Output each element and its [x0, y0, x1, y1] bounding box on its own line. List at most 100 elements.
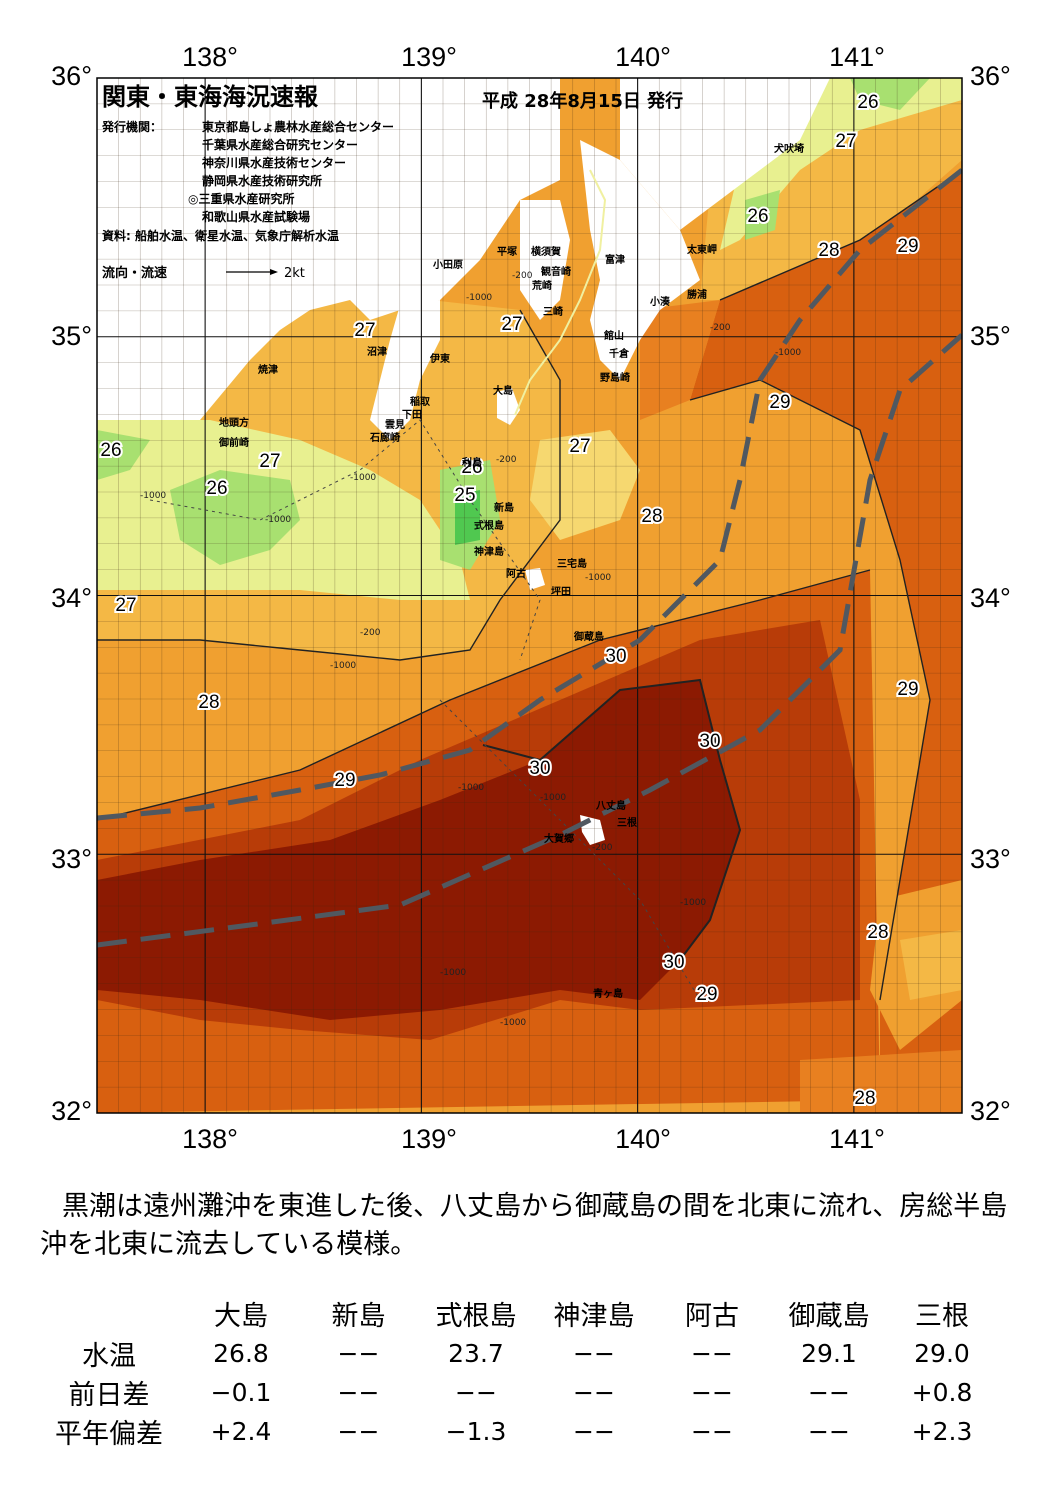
land-boso	[580, 140, 700, 380]
place-numazu: 沼津	[367, 345, 387, 358]
land-honshu	[97, 78, 560, 420]
zone-25-ne	[850, 78, 930, 110]
place-tateyama: 館山	[603, 329, 624, 342]
lat-label-right-34: 34°	[970, 583, 1011, 613]
place-kumomi: 雲見	[385, 419, 405, 431]
lat-label-left-33: 33°	[51, 844, 92, 874]
row-label: 平年偏差	[55, 1419, 163, 1450]
isotherm-label: 29	[897, 679, 918, 700]
isotherm-label: 26	[857, 92, 878, 113]
land-miura	[520, 200, 570, 320]
zone-30	[97, 680, 740, 1020]
place-toshima: 利島	[462, 456, 482, 469]
isotherm-labels: 26 27 26 28 29 27 27 29 26 27 26 27 26 2…	[98, 90, 920, 1111]
isotherm-28-ne-line	[719, 169, 962, 301]
zone-28-south	[800, 1050, 962, 1113]
lat-label-right-32: 32°	[970, 1096, 1011, 1126]
place-kominato: 小湊	[649, 295, 671, 308]
isotherm-label: 26	[206, 478, 227, 499]
place-ito: 伊東	[429, 352, 450, 365]
zone-27-se	[900, 930, 962, 1000]
place-oshima: 大島	[493, 384, 513, 397]
depth-label: -1000	[265, 515, 291, 525]
place-miyakejima: 三宅島	[557, 557, 587, 570]
isotherm-label: 27	[569, 436, 590, 457]
table-cell: +0.8	[911, 1378, 973, 1407]
column-header: 御蔵島	[788, 1300, 870, 1332]
table-cell: 23.7	[448, 1339, 504, 1368]
isotherm-label: 30	[663, 952, 684, 973]
table-cell: −−	[455, 1378, 497, 1407]
table-header-row: 大島 新島 式根島 神津島 阿古 御蔵島 三根	[36, 1292, 997, 1334]
summary-paragraph: 黒潮は遠州灘沖を東進した後、八丈島から御蔵島の間を北東に流れ、房総半島沖を北東に…	[40, 1191, 1008, 1260]
table-cell: −−	[691, 1378, 733, 1407]
isotherm-label: 26	[747, 206, 768, 227]
isotherm-label: 28	[867, 922, 888, 943]
zone-25-izu	[455, 490, 480, 545]
graticule	[97, 78, 962, 1113]
lat-label-left-35: 35°	[51, 321, 92, 351]
place-inubozaki: 犬吠埼	[774, 142, 804, 155]
temperature-fill	[97, 78, 962, 1113]
depth-label: -1000	[680, 898, 706, 908]
zone-25-mid	[170, 470, 300, 565]
place-yokosuka: 横須賀	[531, 245, 561, 258]
table-row: 前日差 −0.1 −− −− −− −− −− +0.8	[36, 1373, 997, 1412]
issuer-1: 東京都島しょ農林水産総合センター	[202, 119, 394, 134]
table-cell: +2.4	[210, 1417, 272, 1446]
place-irozaki: 石廊崎	[369, 431, 400, 444]
isotherm-30-line	[482, 678, 742, 961]
depth-label: -200	[360, 628, 381, 638]
place-chikura: 千倉	[609, 347, 630, 360]
issuer-2: 千葉県水産総合研究センター	[202, 137, 358, 152]
isotherm-27-line	[97, 309, 561, 661]
issuer-3: 神奈川県水産技術センター	[202, 155, 346, 170]
isotherm-label: 27	[115, 595, 136, 616]
depth-label: -1000	[350, 473, 376, 483]
lon-label-bottom-140: 140°	[615, 1124, 671, 1154]
depth-1000-line	[149, 419, 541, 661]
depth-label: -1000	[458, 783, 484, 793]
lat-label-right-35: 35°	[970, 321, 1011, 351]
table-cell: 29.1	[801, 1339, 857, 1368]
lon-label-bottom-138: 138°	[182, 1124, 238, 1154]
depth-label: -1000	[585, 573, 611, 583]
issuer-4: 静岡県水産技術研究所	[202, 173, 322, 188]
place-kozushima: 神津島	[474, 545, 504, 558]
place-odawara: 小田原	[432, 258, 463, 271]
map-frame	[96, 77, 963, 1114]
isotherm-label: 29	[897, 236, 918, 257]
row-label: 前日差	[68, 1380, 150, 1411]
lat-label-left-34: 34°	[51, 583, 92, 613]
place-shimoda: 下田	[402, 409, 422, 421]
lat-label-left-36: 36°	[51, 61, 92, 91]
table-cell: −−	[337, 1378, 380, 1407]
depth-label: -200	[512, 271, 533, 281]
column-header: 式根島	[435, 1300, 517, 1332]
column-header: 三根	[915, 1300, 969, 1332]
place-shikinejima: 式根島	[474, 519, 504, 532]
lat-label-right-36: 36°	[970, 61, 1011, 91]
zone-25-west	[97, 430, 150, 480]
depth-label: -1000	[440, 968, 466, 978]
table-row: 水温 26.8 −− 23.7 −− −− 29.1 29.0	[36, 1334, 997, 1373]
table-row: 平年偏差 +2.4 −− −1.3 −− −− −− +2.3	[36, 1412, 997, 1451]
depth-label: -1000	[540, 793, 566, 803]
table-cell: −−	[337, 1417, 380, 1446]
place-nojimazaki: 野島崎	[600, 371, 630, 384]
isotherm-label: 29	[769, 392, 790, 413]
table-cell: −−	[808, 1417, 850, 1446]
table-cell: −0.1	[210, 1378, 272, 1407]
lon-label-bottom-139: 139°	[401, 1124, 457, 1154]
isotherm-label: 27	[259, 451, 280, 472]
column-header: 神津島	[553, 1300, 635, 1332]
summary-text: 黒潮は遠州灘沖を東進した後、八丈島から御蔵島の間を北東に流れ、房総半島沖を北東に…	[40, 1188, 1030, 1264]
isotherm-label: 28	[854, 1088, 875, 1109]
isotherm-label: 27	[501, 314, 522, 335]
zone-27-izu	[530, 430, 640, 540]
depth-label: -200	[496, 455, 517, 465]
legend-arrow-head	[270, 269, 278, 275]
place-mitsune: 三根	[617, 816, 637, 829]
observation-table: 大島 新島 式根島 神津島 阿古 御蔵島 三根 水温 26.8 −− 23.7 …	[36, 1292, 997, 1451]
issuer-6: 和歌山県水産試験場	[201, 209, 310, 224]
